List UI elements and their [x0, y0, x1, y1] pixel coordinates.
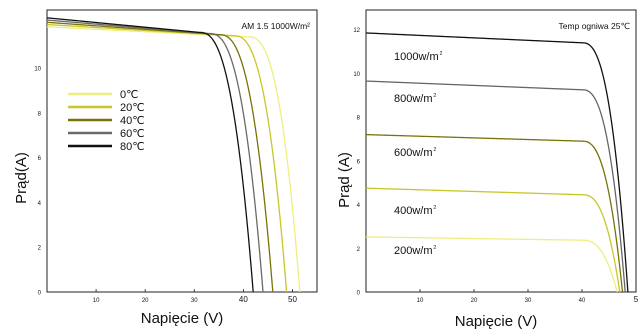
series-labels-right: 1000w/m2 800w/m2 600w/m2 400w/m2 200w/m2 — [394, 51, 443, 257]
series-line — [46, 17, 254, 293]
y-axis-label-right: Prąd (A) — [336, 152, 353, 208]
series-line — [365, 80, 626, 293]
x-tick-label: 10 — [417, 298, 424, 304]
x-tick-label: 10 — [93, 298, 100, 304]
x-tick-label: 30 — [191, 298, 198, 304]
series-label: 400w/m2 — [394, 205, 437, 217]
series-line — [365, 236, 618, 293]
y-tick-label: 6 — [38, 156, 42, 162]
x-tick-label: 30 — [525, 298, 532, 304]
chart-left: 10 20 30 40 50 0 2 4 6 8 10 0℃20℃40℃60℃80℃ AM 1.5 … — [13, 9, 318, 327]
y-tick-label: 8 — [38, 111, 42, 117]
y-tick-label: 8 — [357, 116, 361, 122]
x-tick-label: 20 — [471, 298, 478, 304]
plot-area-left — [46, 9, 318, 293]
series-label: 1000w/m2 — [394, 51, 443, 63]
y-tick-label: 12 — [353, 28, 360, 34]
series-label: 600w/m2 — [394, 147, 437, 159]
legend-left: 0℃20℃40℃60℃80℃ — [68, 89, 145, 153]
series-line — [46, 26, 301, 293]
y-tick-label: 4 — [357, 203, 361, 209]
y-axis-label-left: Prąd(A) — [13, 152, 30, 204]
y-tick-label: 10 — [34, 67, 41, 73]
series-label: 200w/m2 — [394, 245, 437, 257]
legend-label: 60℃ — [120, 128, 145, 140]
x-tick-label: 50 — [288, 295, 297, 304]
legend-label: 80℃ — [120, 141, 145, 153]
series-line — [46, 23, 288, 293]
series-curves-left — [46, 17, 301, 293]
y-tick-label: 0 — [357, 291, 361, 297]
x-tick-label: 20 — [142, 298, 149, 304]
y-tick-label: 2 — [357, 247, 361, 253]
y-tick-label: 10 — [353, 72, 360, 78]
x-tick-label: 40 — [239, 295, 248, 304]
legend-label: 20℃ — [120, 102, 145, 114]
series-line — [365, 133, 624, 293]
x-tick-label: 40 — [579, 298, 586, 304]
x-axis-label-right: Napięcie (V) — [455, 313, 538, 329]
x-axis-ticks-left: 10 20 30 40 50 0 2 4 6 8 10 — [34, 67, 297, 304]
y-tick-label: 0 — [38, 291, 42, 297]
y-tick-label: 6 — [357, 159, 361, 165]
series-line — [46, 19, 264, 293]
series-curves-right — [365, 32, 629, 293]
series-label: 800w/m2 — [394, 93, 437, 105]
series-line — [46, 21, 274, 293]
series-line — [365, 187, 621, 293]
x-axis-label-left: Napięcie (V) — [141, 310, 224, 327]
series-line — [365, 32, 629, 293]
x-tick-label: 5 — [634, 295, 639, 304]
annotation-right: Temp ogniwa 25℃ — [559, 21, 631, 31]
legend-label: 0℃ — [120, 89, 138, 101]
annotation-left: AM 1.5 1000W/m² — [242, 21, 311, 31]
y-tick-label: 2 — [38, 246, 42, 252]
y-tick-label: 4 — [38, 201, 42, 207]
legend-label: 40℃ — [120, 115, 145, 127]
plot-area-right — [365, 9, 637, 293]
